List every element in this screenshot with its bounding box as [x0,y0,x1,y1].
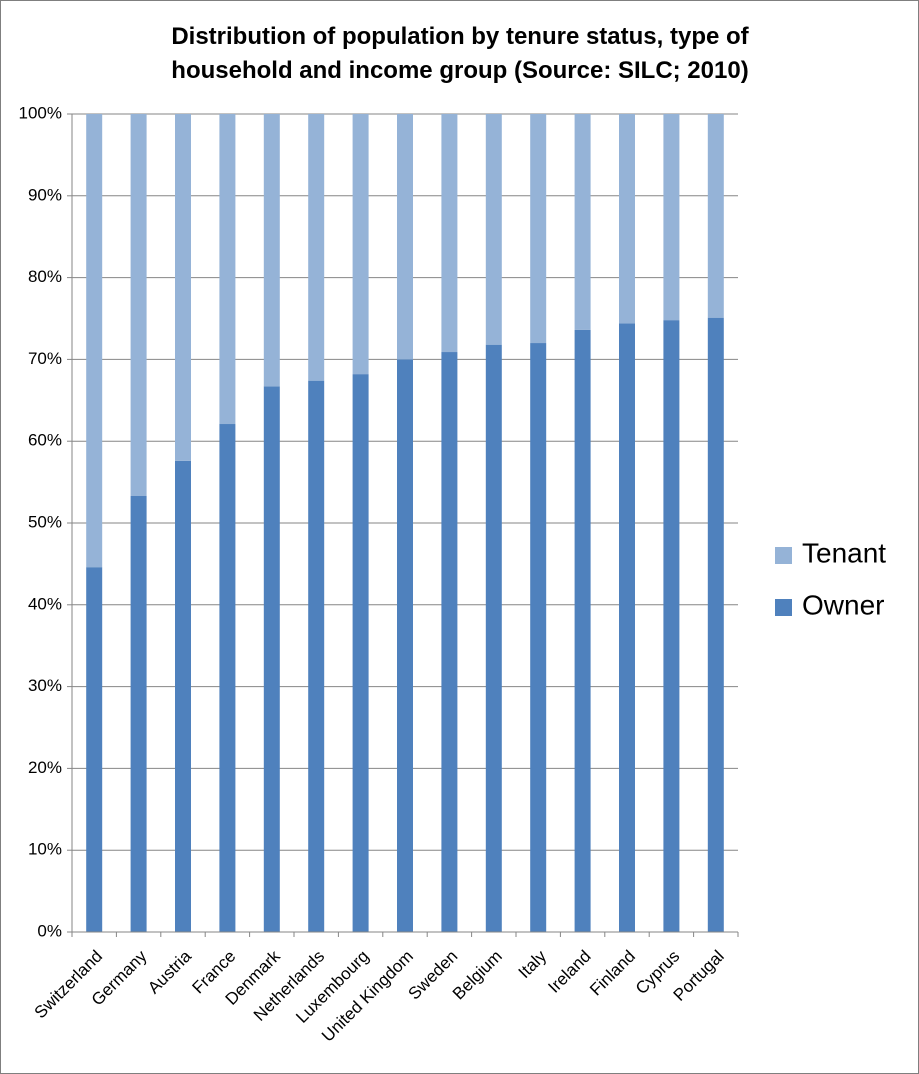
y-tick-label: 100% [19,103,62,122]
bar-segment [663,114,680,321]
bar-segment [707,114,724,318]
legend-label: Owner [802,589,884,620]
bar-segment [263,114,280,387]
bar-segment [175,114,191,461]
y-tick-label: 80% [28,267,62,286]
bar-segment [263,386,280,932]
bar-segment [86,114,103,568]
bar-segment [130,114,147,497]
y-tick-label: 0% [37,921,62,940]
bar-segment [352,374,369,932]
bar-segment [530,343,547,932]
bar-segment [485,344,502,932]
bar-segment [219,424,236,932]
bar-segment [308,114,325,381]
y-tick-label: 70% [28,349,62,368]
bar-segment [175,460,191,932]
bar-segment [352,114,369,375]
bar-segment [574,114,591,330]
legend-label: Tenant [802,537,886,568]
y-tick-label: 30% [28,676,62,695]
bar-segment [619,114,635,324]
bar-segment [130,496,147,932]
y-tick-label: 60% [28,431,62,450]
legend-swatch [775,547,792,564]
bar-segment [485,114,502,345]
bar-segment [441,114,458,353]
y-tick-label: 10% [28,840,62,859]
bar-segment [707,317,724,932]
bar-segment [86,567,103,932]
bar-segment [530,114,547,344]
bar-segment [619,323,635,933]
bar-segment [308,380,325,933]
y-tick-label: 50% [28,512,62,531]
chart-title: Distribution of population by tenure sta… [171,23,749,84]
bar-segment [574,329,591,932]
legend-swatch [775,599,792,616]
bar-segment [441,352,458,933]
bar-segment [219,114,236,425]
bar-segment [397,359,413,932]
bar-segment [397,114,413,360]
bar-segment [663,320,680,932]
y-tick-label: 20% [28,758,62,777]
y-tick-label: 90% [28,185,62,204]
y-tick-label: 40% [28,594,62,613]
